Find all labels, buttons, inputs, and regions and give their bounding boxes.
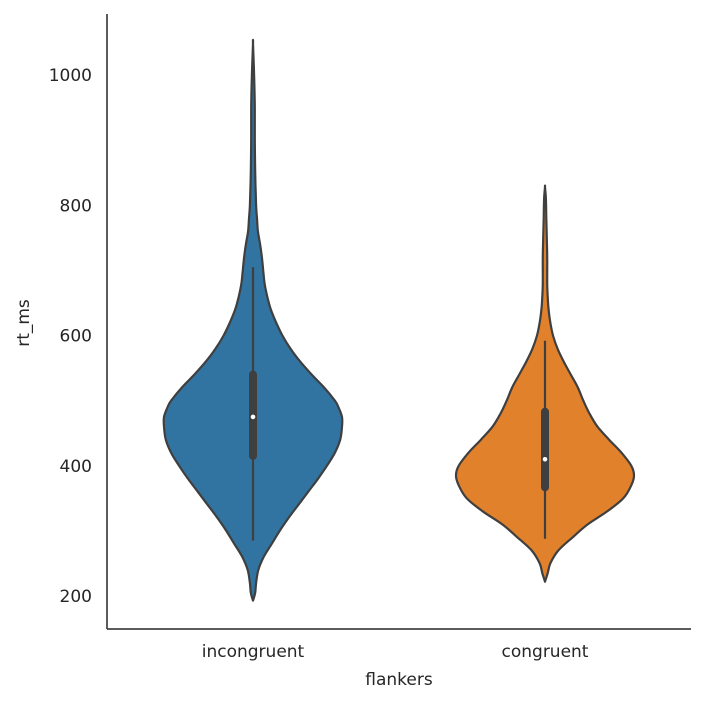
y-tick-label: 800 (60, 196, 92, 216)
axes-layer (106, 14, 691, 630)
ticks-layer: 200 400 600 800 1000 incongruent congruent (49, 66, 589, 662)
y-tick-label: 600 (60, 327, 92, 347)
y-tick-label: 200 (60, 587, 92, 607)
y-tick-label: 400 (60, 457, 92, 477)
x-tick-label: congruent (502, 642, 589, 662)
violin-median-marker (542, 456, 548, 462)
violin-incongruent (162, 38, 344, 602)
violin-median-marker (250, 414, 256, 420)
x-tick-label: incongruent (202, 642, 305, 662)
x-axis-label: flankers (365, 670, 433, 690)
violin-congruent (454, 184, 636, 583)
y-tick-label: 1000 (49, 66, 92, 86)
violins-layer (162, 38, 636, 602)
y-axis-label: rt_ms (14, 299, 34, 347)
